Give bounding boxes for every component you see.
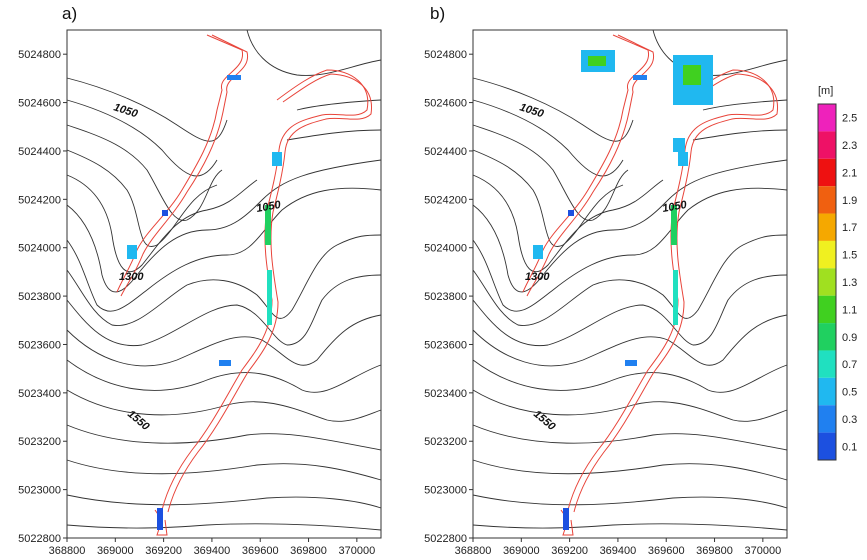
- y-tick-label: 5024400: [18, 146, 61, 158]
- y-tick-label: 5024000: [424, 243, 467, 255]
- colorbar-swatch: [818, 405, 836, 432]
- x-tick-label: 369200: [551, 545, 588, 557]
- colorbar-tick-label: 0.5: [842, 387, 857, 399]
- y-tick-label: 5023200: [18, 436, 61, 448]
- colorbar-tick-label: 1.9: [842, 195, 857, 207]
- x-tick-label: 369600: [242, 545, 279, 557]
- contour-label-1300-a: 1300: [119, 271, 144, 283]
- y-tick-label: 5024200: [18, 194, 61, 206]
- x-tick-label: 370000: [744, 545, 781, 557]
- y-tick-label: 5023600: [18, 339, 61, 351]
- y-tick-label: 5023800: [424, 291, 467, 303]
- colorbar-swatch: [818, 323, 836, 350]
- colorbar-swatch: [818, 268, 836, 295]
- axis-ticks-a: 368800 369000 369200 369400 369600 369800 3700…: [18, 49, 375, 557]
- x-tick-label: 369400: [194, 545, 231, 557]
- x-tick-label: 369200: [145, 545, 182, 557]
- contour-label-1550-a: 1550: [125, 408, 152, 433]
- colorbar-tick-label: 2.1: [842, 167, 857, 179]
- colorbar-tick-label: 2.3: [842, 140, 857, 152]
- colorbar-swatch: [818, 241, 836, 268]
- x-tick-label: 368800: [455, 545, 492, 557]
- x-tick-label: 369000: [503, 545, 540, 557]
- x-tick-label: 369400: [600, 545, 637, 557]
- colorbar-swatch: [818, 378, 836, 405]
- colorbar-swatch: [818, 186, 836, 213]
- colorbar-tick-label: 1.5: [842, 250, 857, 262]
- colorbar-swatch: [818, 433, 836, 460]
- y-tick-label: 5022800: [18, 533, 61, 545]
- y-tick-label: 5023400: [424, 388, 467, 400]
- x-tick-label: 369800: [290, 545, 327, 557]
- y-tick-label: 5024600: [18, 98, 61, 110]
- axis-ticks-b: 368800 369000 369200 369400 369600 369800 3700…: [424, 49, 781, 557]
- colorbar-swatch: [818, 296, 836, 323]
- colorbar-tick-label: 1.1: [842, 304, 857, 316]
- y-tick-label: 5024000: [18, 243, 61, 255]
- y-tick-label: 5023000: [18, 485, 61, 497]
- contour-label-1300-b: 1300: [525, 271, 550, 283]
- colorbar-tick-label: 0.3: [842, 414, 857, 426]
- colorbar-tick-label: 1.7: [842, 222, 857, 234]
- colorbar-tick-label: 0.1: [842, 441, 857, 453]
- y-tick-label: 5023400: [18, 388, 61, 400]
- contour-label-1550-b: 1550: [531, 408, 558, 433]
- colorbar-unit: [m]: [818, 85, 833, 97]
- colorbar-swatch: [818, 131, 836, 158]
- colorbar-tick-label: 1.3: [842, 277, 857, 289]
- colorbar-swatch: [818, 214, 836, 241]
- colorbar-tick-label: 0.7: [842, 359, 857, 371]
- colorbar-tick-label: 0.9: [842, 332, 857, 344]
- x-tick-label: 369600: [648, 545, 685, 557]
- y-tick-label: 5024800: [424, 49, 467, 61]
- contour-label-1050-a2: 1050: [255, 199, 282, 215]
- colorbar-swatch: [818, 350, 836, 377]
- map-panel-b: 1050 1050 1300 1550: [473, 30, 787, 538]
- colorbar-swatch: [818, 104, 836, 131]
- x-tick-label: 369800: [696, 545, 733, 557]
- x-tick-label: 369000: [97, 545, 134, 557]
- y-tick-label: 5024800: [18, 49, 61, 61]
- contour-label-1050-a: 1050: [112, 101, 140, 120]
- x-tick-label: 370000: [338, 545, 375, 557]
- y-tick-label: 5023200: [424, 436, 467, 448]
- map-panel-a: 1050 1050 1300 1550: [67, 30, 381, 538]
- y-tick-label: 5023800: [18, 291, 61, 303]
- y-tick-label: 5023600: [424, 339, 467, 351]
- colorbar-swatch: [818, 159, 836, 186]
- colorbar-legend: [m] 2.5 2.3 2.1 1.9 1.7 1.5 1.3 1.1 0.9 0.7 0.5 0.3…: [818, 85, 857, 460]
- colorbar-tick-label: 2.5: [842, 113, 857, 125]
- y-tick-label: 5024400: [424, 146, 467, 158]
- contour-label-1050-b2: 1050: [661, 199, 688, 215]
- x-tick-label: 368800: [49, 545, 86, 557]
- y-tick-label: 5023000: [424, 485, 467, 497]
- y-tick-label: 5024200: [424, 194, 467, 206]
- y-tick-label: 5022800: [424, 533, 467, 545]
- y-tick-label: 5024600: [424, 98, 467, 110]
- contour-label-1050-b: 1050: [518, 101, 546, 120]
